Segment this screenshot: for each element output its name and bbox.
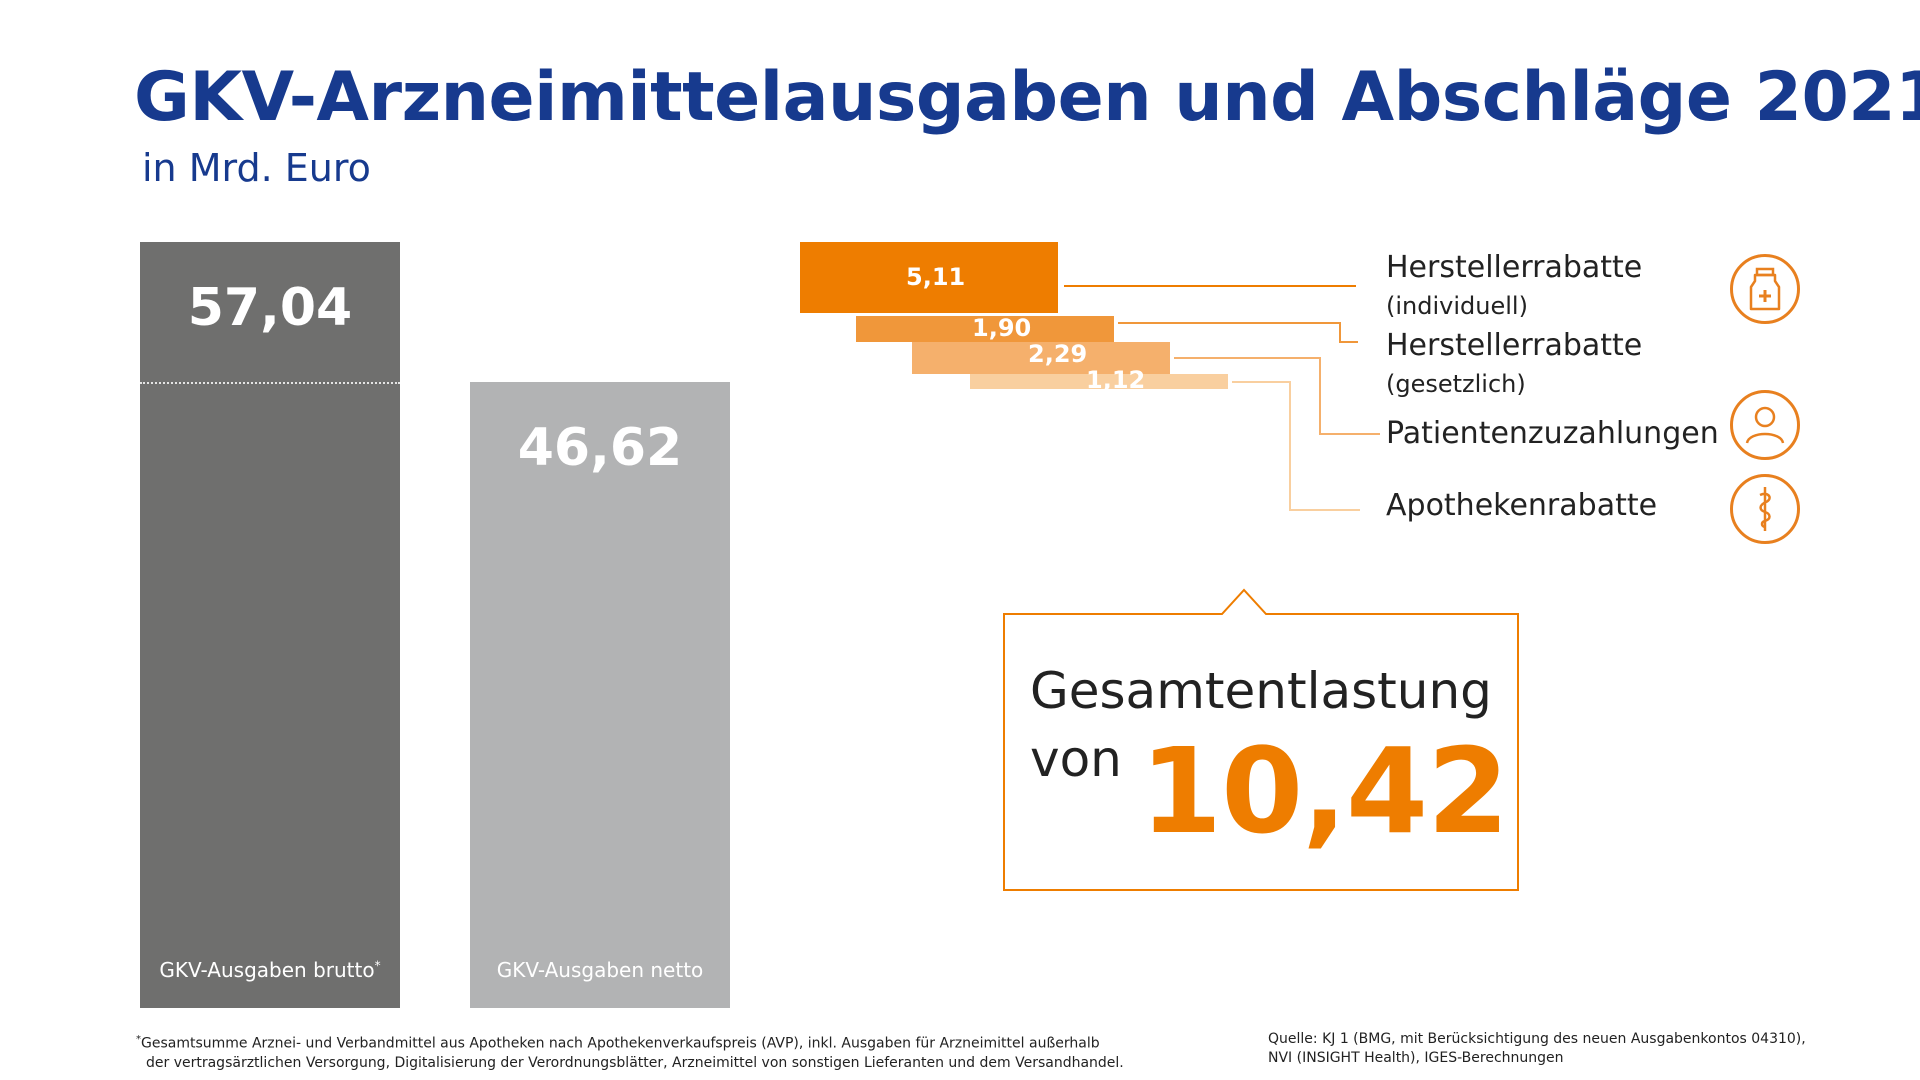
discount-value-label: 2,29	[1028, 340, 1088, 368]
bar-brutto-category-label: GKV-Ausgaben brutto*	[159, 958, 381, 982]
discount-value-label: 1,90	[972, 314, 1032, 342]
legend-label-3: Apothekenrabatte	[1386, 488, 1658, 523]
chart-title: GKV-Arzneimittelausgaben und Abschläge 2…	[134, 58, 1920, 137]
person-icon	[1730, 390, 1800, 460]
callout-total-value: 10,42	[1140, 722, 1509, 860]
connector-line-1	[1118, 322, 1358, 343]
discount-bar-herstellerrabatte-individuell: 5,11	[800, 242, 1058, 313]
legend-label-0: Herstellerrabatte	[1386, 250, 1643, 285]
source-note: Quelle: KJ 1 (BMG, mit Berücksichtigung …	[1268, 1031, 1806, 1066]
legend-sub-0: (individuell)	[1386, 292, 1528, 320]
discount-value-label: 1,12	[1086, 366, 1146, 394]
netto-level-dotted-line	[140, 381, 400, 384]
medicine-bottle-icon	[1730, 254, 1800, 324]
legend-label-1: Herstellerrabatte	[1386, 328, 1643, 363]
legend-label-2: Patientenzuzahlungen	[1386, 416, 1719, 451]
callout-prefix: von	[1030, 730, 1122, 788]
discount-bar-patientenzuzahlungen: 2,29	[912, 340, 1170, 374]
bar-netto: 46,62 GKV-Ausgaben netto	[470, 381, 730, 1008]
legend-sub-1: (gesetzlich)	[1386, 370, 1526, 398]
discount-value-label: 5,11	[906, 263, 966, 291]
bar-brutto-value-label: 57,04	[187, 278, 353, 338]
connector-line-3	[1232, 381, 1360, 511]
connector-line-2	[1174, 357, 1380, 435]
bar-netto-category-label: GKV-Ausgaben netto	[496, 957, 704, 982]
bar-brutto: 57,04 GKV-Ausgaben brutto*	[140, 242, 400, 1008]
caduceus-icon	[1730, 474, 1800, 544]
discount-bar-herstellerrabatte-gesetzlich: 1,90	[856, 314, 1114, 343]
callout-heading: Gesamtentlastung	[1030, 662, 1492, 720]
discount-bar-apothekenrabatte: 1,12	[970, 366, 1228, 394]
footnote: *Gesamtsumme Arznei- und Verbandmittel a…	[136, 1034, 1124, 1071]
chart-subtitle: in Mrd. Euro	[142, 146, 371, 190]
bar-netto-value-label: 46,62	[517, 417, 683, 478]
